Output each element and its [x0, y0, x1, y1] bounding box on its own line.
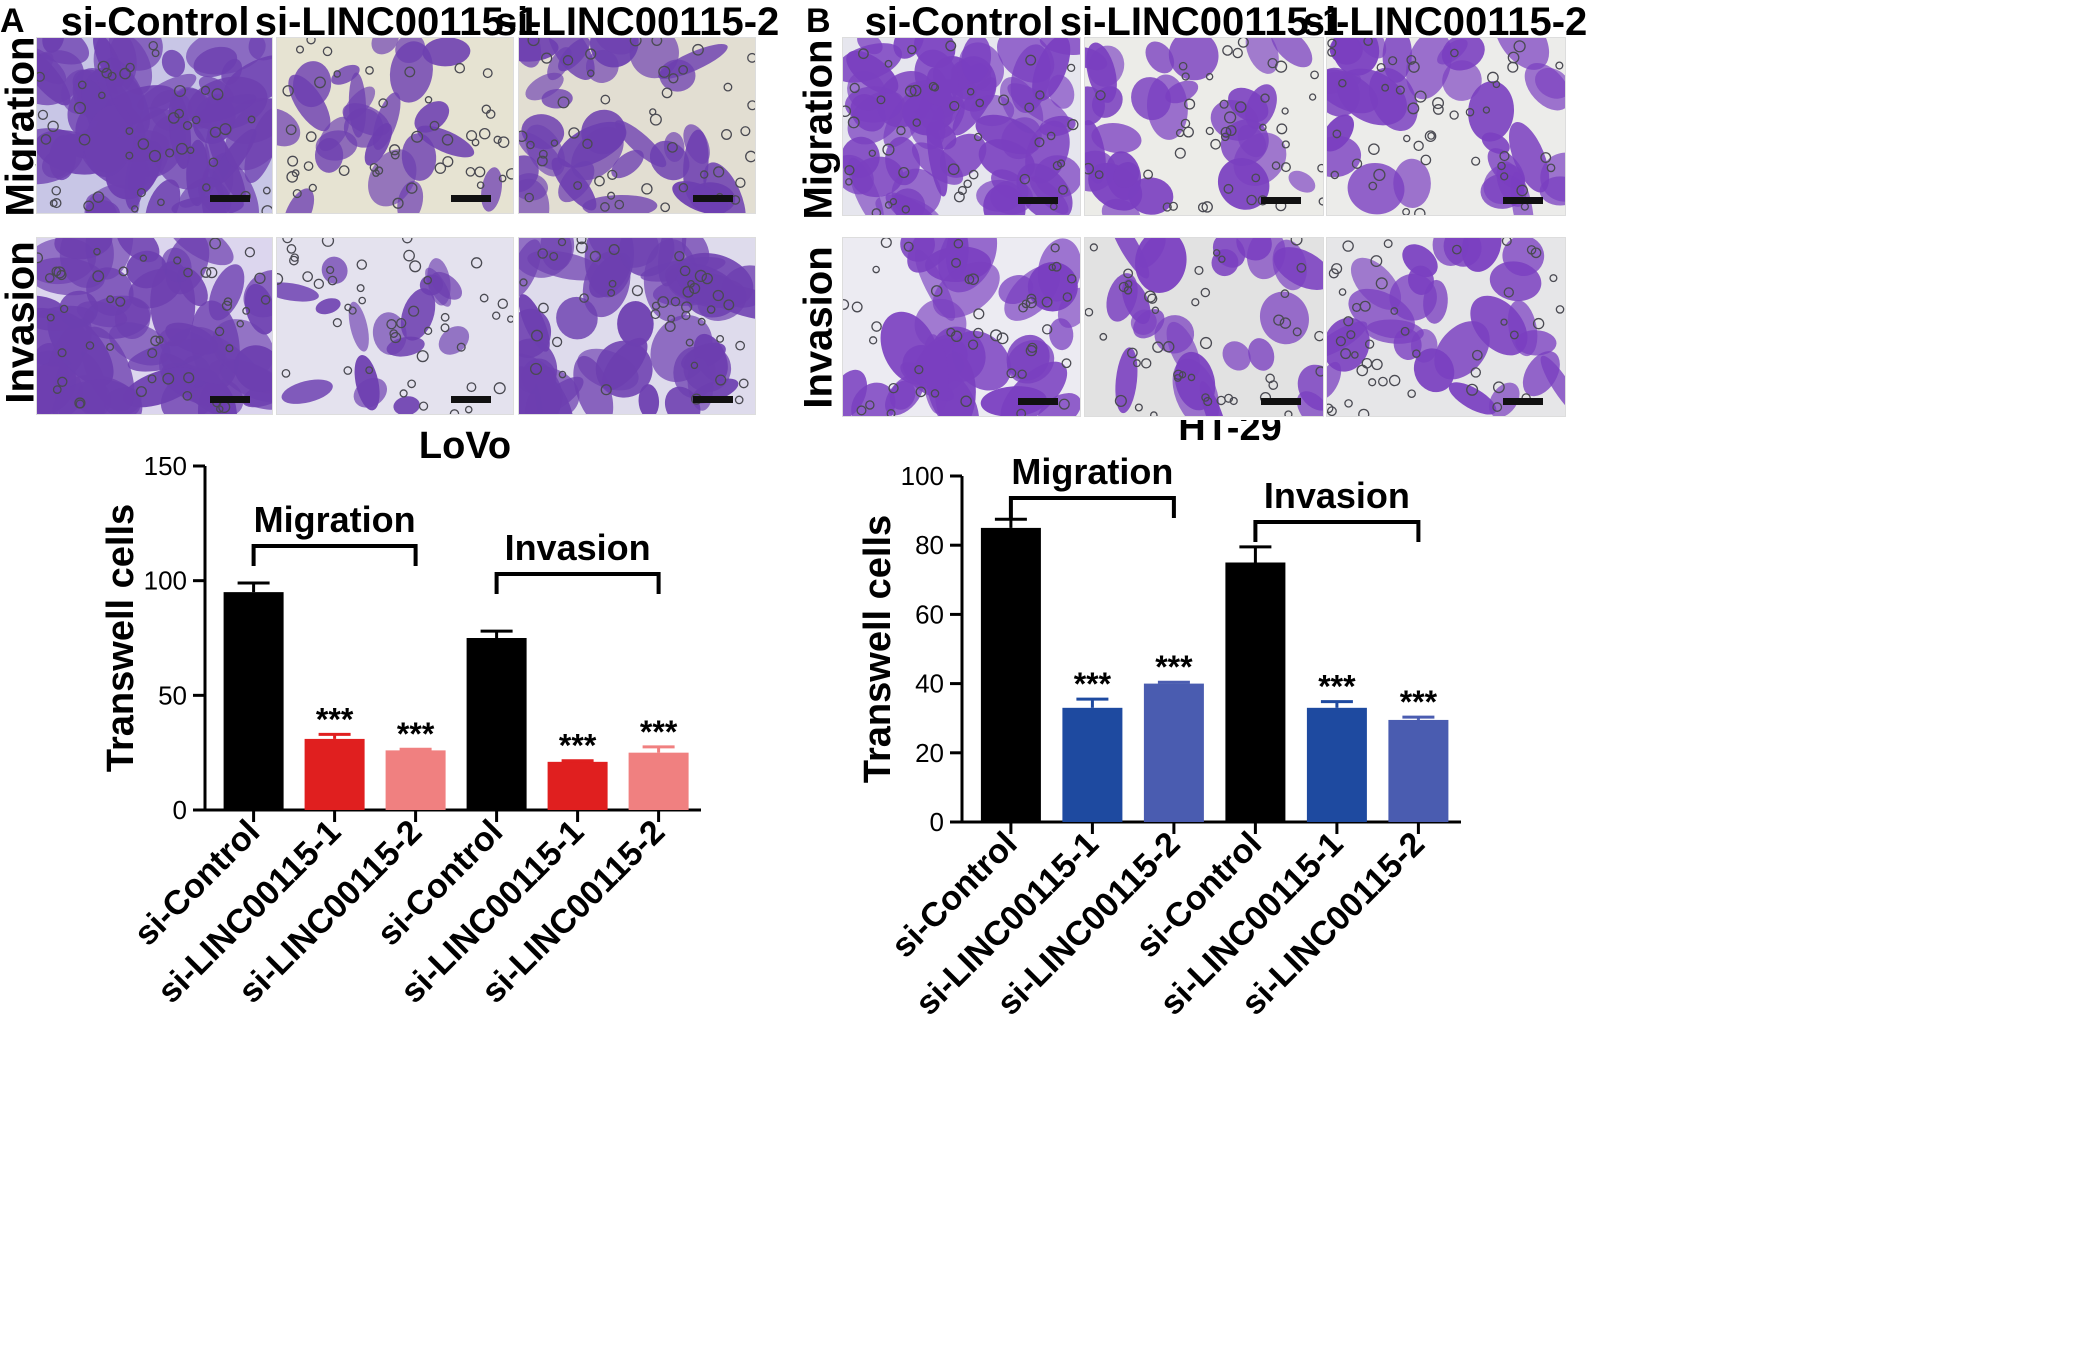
group-bracket [494, 572, 661, 594]
significance-label: *** [640, 714, 678, 750]
col-head-b-1: si-Control [864, 0, 1054, 44]
group-label: Invasion [505, 527, 651, 568]
col-head-b-3: si-LINC00115-2 [1302, 0, 1588, 44]
bar [547, 761, 608, 810]
significance-label: *** [1318, 669, 1356, 705]
group-bracket [1008, 496, 1176, 518]
bar [385, 750, 446, 810]
bar [1062, 707, 1123, 822]
chart-title: LoVo [419, 425, 511, 467]
y-tick-label: 100 [901, 461, 944, 491]
y-axis-label: Transwell cells [100, 504, 142, 772]
y-tick-label: 0 [930, 807, 944, 837]
y-tick-label: 100 [144, 566, 187, 596]
micrograph-b-invasion-2 [1084, 237, 1324, 417]
significance-label: *** [1400, 684, 1438, 720]
micrograph-b-migration-1 [842, 37, 1081, 216]
bar [1225, 562, 1286, 822]
bar [466, 638, 527, 810]
y-tick-label: 20 [915, 738, 944, 768]
panel-letter-a: A [0, 2, 25, 40]
group-label: Migration [254, 499, 416, 540]
group-bracket [251, 544, 418, 566]
y-tick-label: 40 [915, 669, 944, 699]
col-head-b-2: si-LINC00115-1 [1059, 0, 1345, 44]
y-tick-label: 50 [158, 680, 187, 710]
significance-label: *** [316, 701, 354, 737]
micrograph-b-migration-3 [1326, 37, 1566, 216]
micrograph-a-migration-3 [518, 37, 756, 214]
row-label-b-invasion: Invasion [796, 246, 841, 409]
y-axis-label: Transwell cells [857, 515, 899, 783]
bar [1306, 707, 1367, 822]
bar [628, 752, 689, 810]
micrograph-b-invasion-3 [1326, 237, 1566, 417]
significance-label: *** [1074, 666, 1112, 702]
micrograph-b-invasion-1 [842, 237, 1081, 417]
panel-letter-b: B [806, 2, 831, 40]
bar [980, 527, 1041, 822]
micrograph-a-invasion-2 [276, 237, 514, 415]
bar [223, 592, 284, 810]
micrograph-b-migration-2 [1084, 37, 1324, 216]
bar [304, 738, 365, 810]
micrograph-a-invasion-1 [36, 237, 273, 415]
y-tick-label: 150 [144, 451, 187, 481]
bar [1143, 683, 1204, 822]
significance-label: *** [1155, 649, 1193, 685]
micrograph-a-invasion-3 [518, 237, 756, 415]
chart-title: HT-29 [1178, 420, 1281, 449]
group-label: Invasion [1264, 475, 1410, 516]
col-head-a-3: si-LINC00115-2 [494, 0, 780, 44]
y-tick-label: 80 [915, 530, 944, 560]
micrograph-a-migration-1 [36, 37, 273, 214]
micrograph-a-migration-2 [276, 37, 514, 214]
y-tick-label: 60 [915, 599, 944, 629]
bar [1388, 719, 1449, 822]
col-head-a-1: si-Control [60, 0, 250, 44]
significance-label: *** [397, 716, 435, 752]
group-label: Migration [1011, 451, 1173, 492]
y-tick-label: 0 [173, 795, 187, 825]
col-head-a-2: si-LINC00115-1 [254, 0, 540, 44]
significance-label: *** [559, 728, 597, 764]
group-bracket [1253, 520, 1421, 542]
